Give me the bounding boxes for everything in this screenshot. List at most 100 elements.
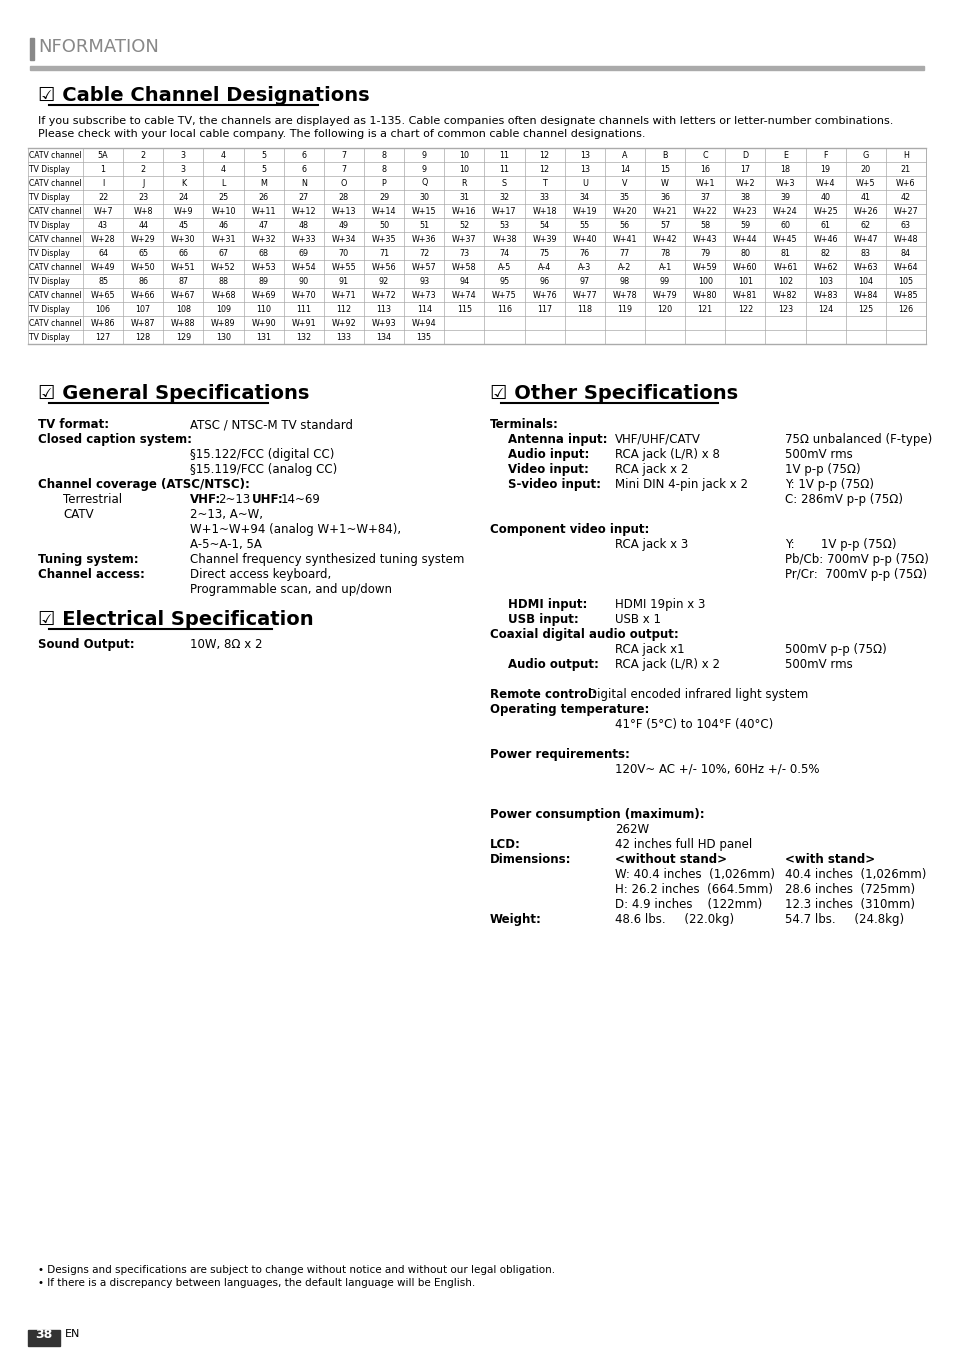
Text: 10W, 8Ω x 2: 10W, 8Ω x 2 [190, 638, 262, 651]
Text: W+2: W+2 [735, 178, 755, 187]
Text: 14: 14 [619, 164, 629, 174]
Text: 22: 22 [98, 193, 108, 201]
Text: <without stand>: <without stand> [615, 853, 726, 865]
Text: W+61: W+61 [773, 263, 797, 271]
Text: 21: 21 [900, 164, 910, 174]
Text: 87: 87 [178, 276, 189, 286]
Text: 31: 31 [459, 193, 469, 201]
Text: 72: 72 [418, 248, 429, 257]
Text: CATV channel: CATV channel [29, 178, 81, 187]
Text: W+65: W+65 [91, 291, 115, 299]
Text: • If there is a discrepancy between languages, the default language will be Engl: • If there is a discrepancy between lang… [38, 1278, 475, 1287]
Text: 54.7 lbs.     (24.8kg): 54.7 lbs. (24.8kg) [784, 913, 903, 926]
Text: 120: 120 [657, 305, 672, 314]
Text: 101: 101 [737, 276, 752, 286]
Text: 129: 129 [175, 333, 191, 341]
Text: 86: 86 [138, 276, 148, 286]
Text: 3: 3 [181, 164, 186, 174]
Text: W+45: W+45 [772, 235, 797, 244]
Text: W+27: W+27 [893, 206, 918, 216]
Text: Direct access keyboard,: Direct access keyboard, [190, 568, 331, 581]
Text: W+87: W+87 [131, 318, 155, 328]
Text: 42 inches full HD panel: 42 inches full HD panel [615, 838, 752, 851]
Text: W+32: W+32 [251, 235, 275, 244]
Text: 62: 62 [860, 221, 870, 229]
Text: 80: 80 [740, 248, 750, 257]
Text: 5A: 5A [97, 151, 109, 159]
Text: TV Display: TV Display [29, 305, 70, 314]
Text: 32: 32 [499, 193, 509, 201]
Text: 59: 59 [740, 221, 750, 229]
Text: W+57: W+57 [412, 263, 436, 271]
Text: U: U [581, 178, 587, 187]
Text: 8: 8 [381, 164, 386, 174]
Text: W+71: W+71 [332, 291, 355, 299]
Text: ☑ Electrical Specification: ☑ Electrical Specification [38, 611, 314, 630]
Text: 48: 48 [298, 221, 309, 229]
Text: 55: 55 [579, 221, 589, 229]
Text: 10: 10 [459, 151, 469, 159]
Text: 48.6 lbs.     (22.0kg): 48.6 lbs. (22.0kg) [615, 913, 734, 926]
Text: T: T [541, 178, 546, 187]
Text: W+31: W+31 [211, 235, 235, 244]
Text: 3: 3 [181, 151, 186, 159]
Text: 110: 110 [255, 305, 271, 314]
Text: Antenna input:: Antenna input: [507, 433, 607, 446]
Text: W+67: W+67 [171, 291, 195, 299]
Text: L: L [221, 178, 226, 187]
Text: W+64: W+64 [893, 263, 917, 271]
Text: 83: 83 [860, 248, 870, 257]
Text: N: N [300, 178, 307, 187]
Text: USB x 1: USB x 1 [615, 613, 660, 625]
Text: 58: 58 [700, 221, 710, 229]
Text: 89: 89 [258, 276, 269, 286]
Text: A: A [621, 151, 627, 159]
Text: W+48: W+48 [893, 235, 917, 244]
Text: TV Display: TV Display [29, 221, 70, 229]
Text: W+21: W+21 [652, 206, 677, 216]
Text: 14~69: 14~69 [281, 493, 320, 506]
Text: J: J [142, 178, 144, 187]
Text: CATV: CATV [63, 508, 93, 520]
Text: CATV channel: CATV channel [29, 263, 81, 271]
Text: 73: 73 [458, 248, 469, 257]
Text: 125: 125 [858, 305, 873, 314]
Text: W+59: W+59 [692, 263, 717, 271]
Text: 500mV p-p (75Ω): 500mV p-p (75Ω) [784, 643, 886, 656]
Text: W+29: W+29 [131, 235, 155, 244]
Bar [28, 1330, 60, 1347]
Text: 71: 71 [378, 248, 389, 257]
Text: 16: 16 [700, 164, 709, 174]
Text: 40.4 inches  (1,026mm): 40.4 inches (1,026mm) [784, 868, 925, 882]
Text: 26: 26 [258, 193, 269, 201]
Text: 46: 46 [218, 221, 229, 229]
Text: 115: 115 [456, 305, 472, 314]
Text: 50: 50 [378, 221, 389, 229]
Text: §15.122/FCC (digital CC): §15.122/FCC (digital CC) [190, 448, 334, 461]
Text: W+38: W+38 [492, 235, 517, 244]
Text: 19: 19 [820, 164, 830, 174]
Text: W+42: W+42 [652, 235, 677, 244]
Text: 76: 76 [579, 248, 589, 257]
Text: W: 40.4 inches  (1,026mm): W: 40.4 inches (1,026mm) [615, 868, 774, 882]
Text: 500mV rms: 500mV rms [784, 448, 852, 461]
Text: 107: 107 [135, 305, 151, 314]
Text: 38: 38 [740, 193, 750, 201]
Text: 113: 113 [376, 305, 391, 314]
Text: 104: 104 [858, 276, 872, 286]
Text: NFORMATION: NFORMATION [38, 38, 159, 57]
Text: 79: 79 [700, 248, 710, 257]
Bar [30, 66, 923, 70]
Text: W+43: W+43 [692, 235, 717, 244]
Text: 34: 34 [579, 193, 589, 201]
Text: W+1~W+94 (analog W+1~W+84),: W+1~W+94 (analog W+1~W+84), [190, 523, 400, 537]
Text: 66: 66 [178, 248, 188, 257]
Text: W+85: W+85 [893, 291, 918, 299]
Text: RCA jack (L/R) x 8: RCA jack (L/R) x 8 [615, 448, 720, 461]
Text: W+35: W+35 [372, 235, 395, 244]
Text: 11: 11 [499, 151, 509, 159]
Text: 127: 127 [95, 333, 111, 341]
Text: W+69: W+69 [251, 291, 275, 299]
Text: RCA jack (L/R) x 2: RCA jack (L/R) x 2 [615, 658, 720, 671]
Text: 27: 27 [298, 193, 309, 201]
